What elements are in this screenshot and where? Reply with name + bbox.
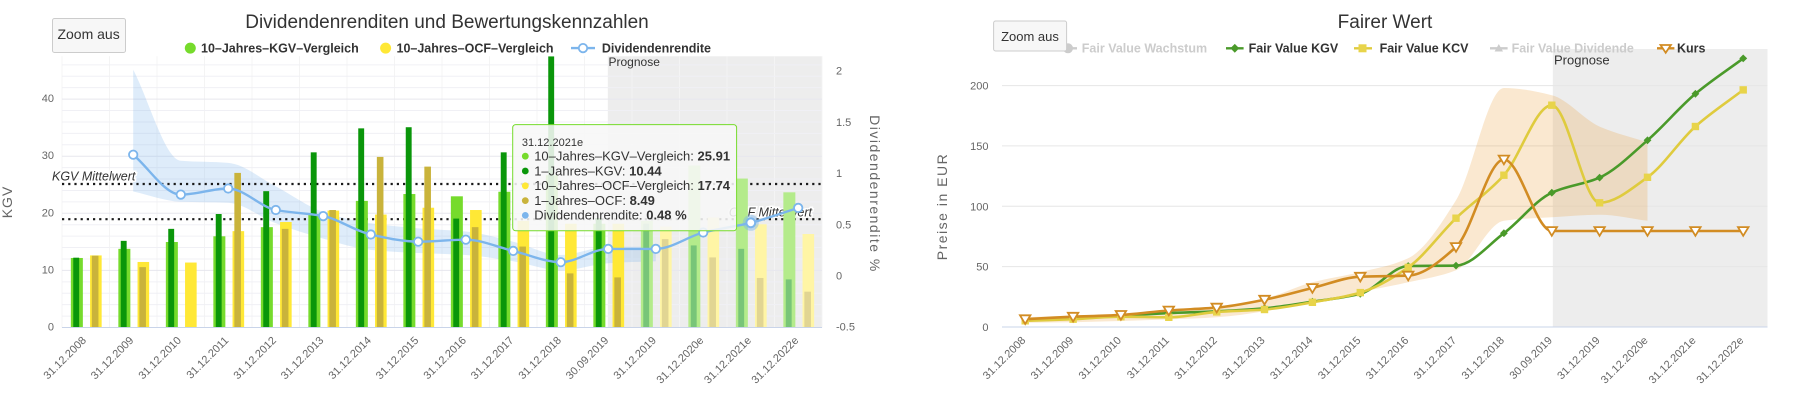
svg-text:0.5: 0.5 [836, 219, 851, 231]
svg-text:Dividendenrendite %: Dividendenrendite % [867, 115, 883, 273]
svg-text:0: 0 [982, 322, 988, 334]
svg-text:2: 2 [836, 66, 842, 78]
svg-text:KGV Mittelwert: KGV Mittelwert [52, 170, 136, 184]
svg-text:Preise in EUR: Preise in EUR [934, 153, 950, 260]
svg-text:10–Jahres–OCF–Vergleich: 10–Jahres–OCF–Vergleich [397, 42, 554, 56]
svg-text:0: 0 [836, 271, 842, 283]
svg-text:Fair Value KCV: Fair Value KCV [1380, 42, 1470, 56]
svg-text:Dividendenrendite: Dividendenrendite [602, 42, 711, 56]
svg-text:150: 150 [970, 141, 988, 153]
svg-text:1: 1 [836, 168, 842, 180]
svg-text:31.12.2021e: 31.12.2021e [522, 137, 583, 149]
svg-text:1–Jahres–KGV: 10.44: 1–Jahres–KGV: 10.44 [534, 163, 662, 178]
svg-text:Fair Value KGV: Fair Value KGV [1249, 42, 1339, 56]
svg-text:Dividendenrendite: 0.48 %: Dividendenrendite: 0.48 % [534, 208, 687, 223]
svg-text:10: 10 [42, 264, 54, 276]
svg-text:100: 100 [970, 201, 988, 213]
svg-text:1.5: 1.5 [836, 117, 851, 129]
svg-text:-0.5: -0.5 [836, 322, 855, 334]
svg-text:Zoom aus: Zoom aus [57, 26, 119, 42]
svg-text:200: 200 [970, 81, 988, 93]
svg-text:Zoom aus: Zoom aus [1001, 29, 1059, 44]
svg-text:Dividendenrenditen und Bewertu: Dividendenrenditen und Bewertungskennzah… [245, 12, 649, 33]
svg-text:10–Jahres–OCF–Vergleich: 17.74: 10–Jahres–OCF–Vergleich: 17.74 [534, 178, 731, 193]
svg-text:10–Jahres–KGV–Vergleich: 10–Jahres–KGV–Vergleich [201, 42, 359, 56]
svg-text:40: 40 [42, 93, 54, 105]
svg-text:Kurs: Kurs [1677, 42, 1706, 56]
svg-text:Fairer Wert: Fairer Wert [1338, 12, 1433, 33]
svg-text:30: 30 [42, 150, 54, 162]
svg-text:Fair Value Wachstum: Fair Value Wachstum [1082, 42, 1207, 56]
svg-text:Prognose: Prognose [609, 55, 661, 69]
svg-text:0: 0 [48, 322, 54, 334]
svg-text:Prognose: Prognose [1554, 53, 1610, 68]
svg-text:1–Jahres–OCF: 8.49: 1–Jahres–OCF: 8.49 [534, 193, 655, 208]
svg-text:10–Jahres–KGV–Vergleich: 25.91: 10–Jahres–KGV–Vergleich: 25.91 [534, 149, 730, 164]
svg-text:20: 20 [42, 207, 54, 219]
svg-text:Fair Value Dividende: Fair Value Dividende [1512, 42, 1634, 56]
svg-text:KGV: KGV [0, 186, 15, 219]
svg-text:50: 50 [976, 262, 988, 274]
